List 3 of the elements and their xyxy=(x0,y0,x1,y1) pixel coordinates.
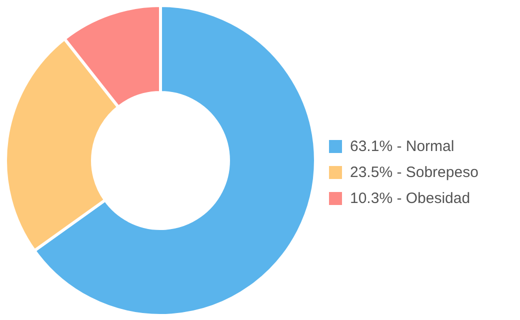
legend-label: 10.3% - Obesidad xyxy=(350,190,470,206)
legend-label: 23.5% - Sobrepeso xyxy=(350,164,478,180)
legend-label: 63.1% - Normal xyxy=(350,138,454,154)
